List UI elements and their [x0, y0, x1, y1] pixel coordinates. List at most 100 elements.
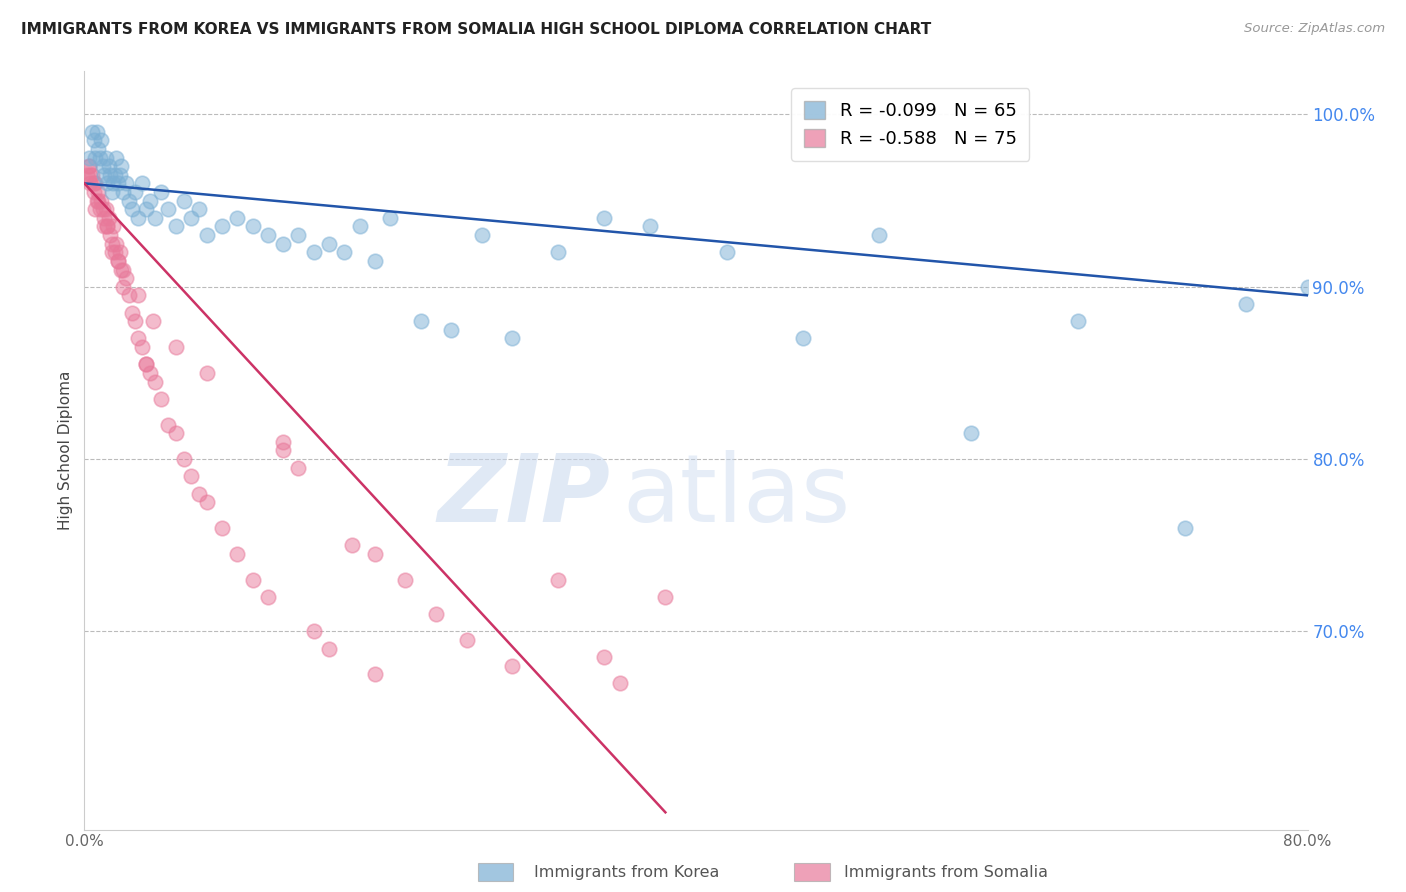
Point [77, 151, 100, 165]
Point [93, 211, 115, 225]
Point [792, 331, 814, 345]
Point [547, 573, 569, 587]
Point [84, 177, 107, 191]
Point [84, 202, 107, 217]
Text: Source: ZipAtlas.com: Source: ZipAtlas.com [1244, 22, 1385, 36]
Point [593, 211, 616, 225]
Point [111, 279, 134, 293]
Point [86, 125, 108, 139]
Point [97, 211, 120, 225]
Point [124, 185, 146, 199]
Point [103, 177, 125, 191]
Point [364, 547, 387, 561]
Point [173, 194, 195, 208]
Legend: R = -0.099   N = 65, R = -0.588   N = 75: R = -0.099 N = 65, R = -0.588 N = 75 [792, 88, 1029, 161]
Point [340, 538, 363, 552]
Point [271, 443, 294, 458]
Point [104, 245, 127, 260]
Point [242, 573, 264, 587]
Point [318, 236, 340, 251]
Point [79, 177, 101, 191]
Point [165, 219, 187, 234]
Point [93, 168, 115, 182]
Point [111, 262, 134, 277]
Point [127, 288, 149, 302]
Point [716, 245, 738, 260]
Point [118, 288, 141, 302]
Point [271, 236, 294, 251]
Point [83, 177, 105, 191]
Point [333, 245, 356, 260]
Point [211, 219, 233, 234]
Y-axis label: High School Diploma: High School Diploma [58, 371, 73, 530]
Text: Immigrants from Somalia: Immigrants from Somalia [844, 865, 1047, 880]
Text: IMMIGRANTS FROM KOREA VS IMMIGRANTS FROM SOMALIA HIGH SCHOOL DIPLOMA CORRELATION: IMMIGRANTS FROM KOREA VS IMMIGRANTS FROM… [21, 22, 931, 37]
Point [90, 133, 112, 147]
Point [83, 185, 105, 199]
Point [257, 590, 280, 604]
Point [84, 151, 107, 165]
Point [502, 658, 524, 673]
Point [105, 236, 128, 251]
Point [139, 194, 162, 208]
Point [105, 151, 128, 165]
Point [104, 168, 127, 182]
Point [103, 219, 125, 234]
Point [195, 366, 218, 380]
Point [593, 650, 616, 665]
Point [195, 228, 218, 243]
Text: ZIP: ZIP [437, 450, 610, 542]
Point [80, 168, 103, 182]
Point [108, 168, 131, 182]
Point [77, 159, 100, 173]
Point [98, 228, 121, 243]
Point [94, 151, 117, 165]
Point [287, 460, 309, 475]
Point [107, 177, 129, 191]
Point [97, 159, 120, 173]
Point [93, 219, 115, 234]
Point [127, 211, 149, 225]
Point [111, 185, 134, 199]
Point [121, 305, 143, 319]
Point [654, 590, 676, 604]
Point [318, 641, 340, 656]
Point [139, 366, 162, 380]
Point [302, 245, 325, 260]
Point [440, 323, 463, 337]
Point [425, 607, 447, 622]
Point [110, 262, 132, 277]
Point [91, 159, 114, 173]
Point [364, 667, 387, 681]
Point [77, 159, 100, 173]
Point [257, 228, 280, 243]
Point [609, 676, 631, 690]
Text: atlas: atlas [623, 450, 851, 542]
Point [302, 624, 325, 639]
Point [142, 314, 165, 328]
Point [83, 133, 105, 147]
Text: Immigrants from Korea: Immigrants from Korea [534, 865, 720, 880]
Point [108, 245, 131, 260]
Point [101, 185, 124, 199]
Point [127, 331, 149, 345]
Point [98, 168, 121, 182]
Point [79, 168, 101, 182]
Point [91, 202, 114, 217]
Point [271, 434, 294, 449]
Point [80, 125, 103, 139]
Point [242, 219, 264, 234]
Point [90, 194, 112, 208]
Point [89, 151, 111, 165]
Point [96, 219, 118, 234]
Point [211, 521, 233, 535]
Point [165, 340, 187, 354]
Point [157, 417, 180, 432]
Point [1174, 521, 1197, 535]
Point [157, 202, 180, 217]
Point [188, 486, 211, 500]
Point [349, 219, 371, 234]
Point [87, 185, 110, 199]
Point [1296, 279, 1319, 293]
Point [124, 314, 146, 328]
